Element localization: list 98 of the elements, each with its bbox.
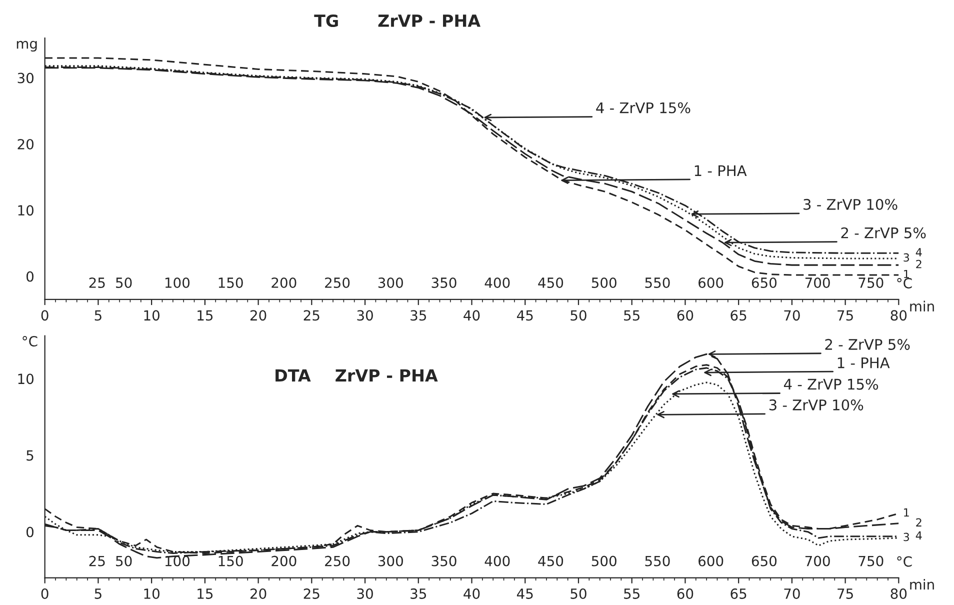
x-tick-label: 30 [357,588,373,599]
x2-tick-label: 550 [645,278,670,288]
x2-tick-label: 750 [858,556,884,566]
x2-tick-label: 250 [325,278,350,288]
x2-axis-title: °C [897,278,912,288]
series-label: 2 [916,518,922,526]
x2-tick-label: 500 [592,278,616,288]
x-tick-label: 20 [250,310,266,321]
x-tick-label: 0 [41,310,48,321]
x-tick-label: 5 [94,310,102,321]
x-tick-label: 5 [94,588,102,599]
annotation: 1 - PHA [838,357,890,368]
x-tick-label: 35 [410,588,426,599]
x-tick-label: 55 [624,588,640,599]
x2-tick-label: 550 [645,556,670,566]
y-tick-label: 0 [26,526,34,538]
x-tick-label: 80 [890,588,907,599]
x2-tick-label: 50 [116,278,132,288]
x-tick-label: 40 [464,588,480,599]
x-tick-label: 70 [784,588,800,599]
x-tick-label: 75 [838,310,853,321]
x-tick-label: 20 [250,588,266,599]
x-tick-label: 50 [570,588,586,599]
y-tick-label: 0 [26,271,34,282]
x-tick-label: 80 [890,310,907,321]
x2-tick-label: 200 [272,556,296,566]
x-tick-label: 40 [464,310,480,321]
x2-tick-label: 150 [218,556,243,566]
text: DTA [276,369,311,382]
y-axis-title: mg [16,40,37,52]
x2-tick-label: 450 [538,278,564,288]
x-tick-label: 75 [838,588,853,599]
y-tick-label: 20 [18,138,34,150]
x-tick-label: 0 [41,588,48,599]
y-tick-label: 30 [18,72,34,84]
x-tick-label: 25 [304,588,320,599]
series-label: 2 [916,260,922,268]
x2-tick-label: 500 [592,556,616,566]
x2-tick-label: 250 [325,556,350,566]
x2-tick-label: 25 [89,278,105,288]
x-tick-label: 65 [730,310,746,321]
text: ZrVP - PHA [336,369,438,382]
x-tick-label: 70 [784,310,800,321]
x2-tick-label: 400 [484,278,510,288]
x2-tick-label: 300 [378,556,403,566]
x-tick-label: 10 [144,310,160,321]
x-tick-label: 45 [516,588,533,599]
y-tick-label: 5 [26,450,34,461]
x-tick-label: 30 [357,310,373,321]
x-axis-title: min [910,300,934,312]
x-tick-label: 15 [198,588,213,599]
x2-tick-label: 700 [805,278,830,288]
annotation: 2 - ZrVP 5% [825,338,910,350]
x2-tick-label: 150 [218,278,243,288]
x-tick-label: 15 [198,310,213,321]
x2-tick-label: 200 [272,278,296,288]
series-label: 3 [904,253,910,262]
x2-tick-label: 300 [378,278,403,288]
annotation: 4 - ZrVP 15% [784,378,878,390]
x2-tick-label: 600 [698,556,724,566]
annotation: 3 - ZrVP 10% [804,198,898,210]
y-axis-title: °C [22,336,38,347]
x-tick-label: 65 [730,588,746,599]
series-label: 3 [904,532,910,542]
series-label: 1 [904,270,909,278]
x-tick-label: 60 [677,310,694,321]
x2-tick-label: 350 [432,556,456,566]
y-tick-label: 10 [18,374,34,384]
x-tick-label: 35 [410,310,426,321]
series-label: 4 [916,248,922,256]
x2-tick-label: 750 [858,278,884,288]
chart-subtitle: ZrVP - PHA [378,14,480,27]
y-tick-label: 10 [18,205,34,216]
x2-tick-label: 650 [752,278,777,288]
annotation: 1 - PHA [694,165,747,176]
x2-tick-label: 100 [165,278,190,288]
x-tick-label: 45 [516,310,533,321]
x-axis-title: min [910,578,934,590]
x2-tick-label: 400 [484,556,510,566]
chart-title: TG [314,14,338,28]
annotation: 3 - ZrVP 10% [769,399,864,410]
x-tick-label: 10 [144,588,160,599]
x-tick-label: 50 [570,310,586,321]
series-label: 1 [904,508,909,517]
x2-tick-label: 350 [432,278,456,288]
x2-tick-label: 650 [752,556,777,566]
x2-tick-label: 450 [538,556,564,566]
annotation: 4 - ZrVP 15% [596,102,690,114]
annotation: 2 - ZrVP 5% [841,227,926,238]
x-tick-label: 55 [624,310,640,321]
x-tick-label: 60 [677,588,694,599]
x2-tick-label: 25 [89,556,105,566]
x-tick-label: 25 [304,310,320,321]
x2-tick-label: 700 [805,556,830,566]
x2-tick-label: 50 [116,556,132,566]
series-label: 4 [916,531,922,540]
x2-tick-label: 600 [698,278,724,288]
x2-axis-title: °C [897,556,912,567]
